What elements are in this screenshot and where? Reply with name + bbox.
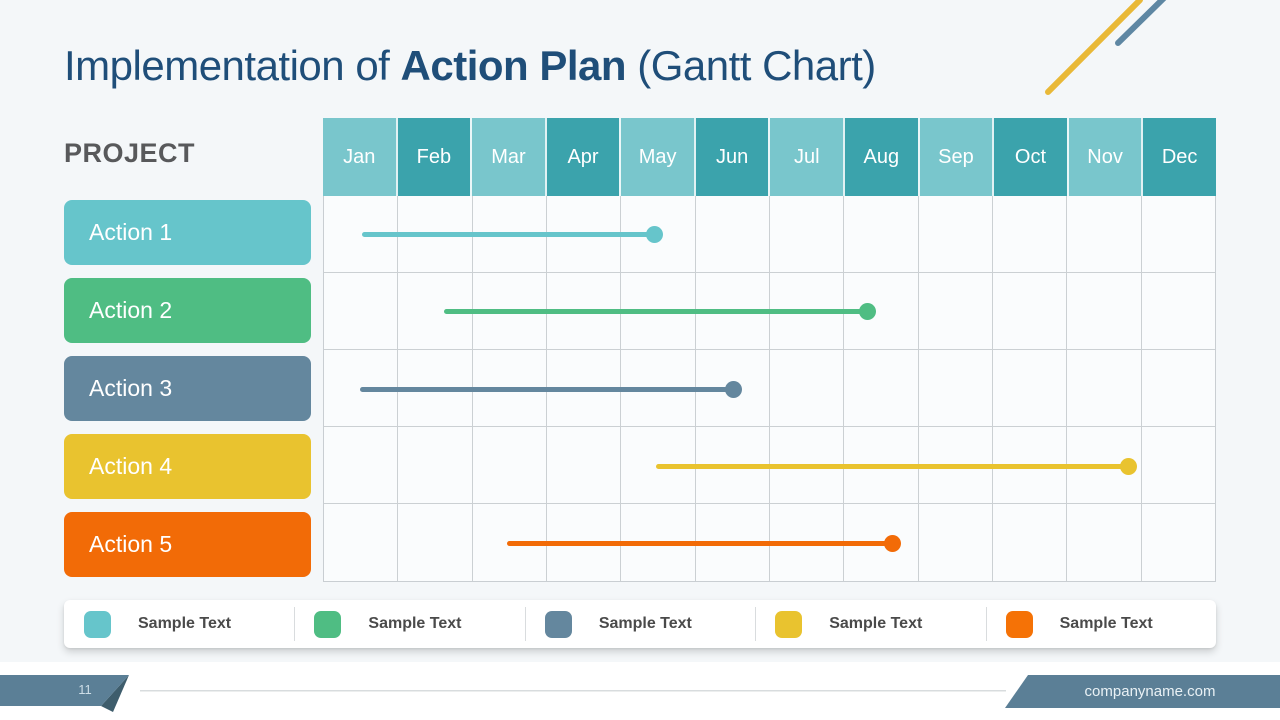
grid-cell [918,350,993,427]
grid-cell [992,196,1068,273]
legend-label-4: Sample Text [829,615,923,632]
month-header-row: Jan Feb Mar Apr May Jun Jul Aug Sep Oct Nov Dec [323,118,1216,196]
grid-cell [546,427,622,504]
grid-cell [398,504,473,581]
legend-swatch-4 [775,610,803,638]
legend-entry-5: Sample Text [985,600,1216,648]
action-label-2: Action 2 [64,278,311,343]
grid-cell [324,427,399,504]
grid-cell [992,350,1068,427]
grid-cell [918,196,993,273]
action-label-5: Action 5 [64,512,311,577]
action-label-3: Action 3 [64,356,311,421]
grid-cell [918,273,993,350]
month-header-aug: Aug [843,118,918,196]
gantt-endpoint-action-2 [859,303,877,321]
footer [0,675,1280,712]
grid-cell [1067,504,1142,581]
month-header-may: May [619,118,694,196]
legend-swatch-2 [314,610,342,638]
gantt-endpoint-action-5 [883,534,901,552]
grid-cell [1141,350,1215,427]
footer-site-tab-shape [1005,675,1280,708]
legend-entry-1: Sample Text [64,600,294,648]
gantt-bar-action-3 [360,386,734,392]
grid-cell [993,504,1068,581]
gantt-bar-action-4 [655,463,1129,469]
grid-cell [1067,427,1142,504]
footer-website: companyname.com [1084,683,1216,700]
grid-cell [695,350,770,427]
gantt-bar-action-2 [444,309,868,315]
month-header-nov: Nov [1066,118,1142,196]
title-prefix: Implementation of [64,42,401,89]
grid-cell [324,504,399,581]
grid-cell [992,273,1068,350]
legend-label-3: Sample Text [598,615,692,632]
month-header-jan: Jan [323,118,396,196]
grid-cell [1141,273,1215,350]
grid-cell [621,196,696,273]
gantt-bar-action-1 [361,232,655,238]
legend-entry-3: Sample Text [524,600,755,648]
grid-cell [1067,273,1142,350]
action-label-1: Action 1 [64,200,311,265]
title-suffix: (Gantt Chart) [626,42,876,89]
month-header-apr: Apr [544,118,620,196]
footer-page-number: 11 [78,682,92,697]
grid-cell [769,196,845,273]
footer-page-tab-fold [101,675,129,712]
legend-swatch-5 [1005,610,1033,638]
grid-cell [1142,504,1215,581]
legend-entry-2: Sample Text [294,600,524,648]
grid-cell [1141,196,1215,273]
grid-cell [844,273,919,350]
grid-cell [1141,427,1215,504]
page-title: Implementation of Action Plan (Gantt Cha… [64,42,876,90]
footer-divider-line [140,690,1006,692]
grid-cell [844,350,919,427]
legend-entry-4: Sample Text [755,600,985,648]
grid-cell [695,196,770,273]
title-bold: Action Plan [400,42,627,89]
grid-cell [472,427,547,504]
gantt-endpoint-action-4 [1120,457,1138,475]
grid-cell [1067,350,1142,427]
legend-swatch-1 [84,610,111,638]
deco-line-yellow [1045,0,1143,95]
legend-label-1: Sample Text [138,615,232,632]
action-label-4: Action 4 [64,434,311,499]
grid-cell [844,196,919,273]
legend-bar: Sample Text Sample Text Sample Text Sample … [64,600,1216,648]
grid-cell [769,350,845,427]
legend-label-2: Sample Text [368,615,462,632]
project-heading: PROJECT [64,138,196,168]
footer-page-tab-shape [0,675,129,706]
month-header-feb: Feb [395,118,471,196]
gantt-endpoint-action-3 [724,380,742,398]
month-header-dec: Dec [1141,118,1216,196]
legend-label-5: Sample Text [1059,615,1153,632]
gantt-endpoint-action-1 [646,226,664,244]
grid-cell [919,504,993,581]
grid-cell [324,273,399,350]
grid-cell [398,427,473,504]
month-header-jun: Jun [693,118,769,196]
month-header-jul: Jul [768,118,844,196]
month-header-oct: Oct [992,118,1067,196]
gantt-bar-action-5 [506,540,893,546]
grid-cell [1067,196,1142,273]
deco-line-slate [1115,0,1167,46]
month-header-mar: Mar [470,118,545,196]
legend-swatch-3 [544,610,572,638]
grid-cell [844,504,919,581]
decorative-corner-lines [1045,0,1167,95]
month-header-sep: Sep [917,118,993,196]
